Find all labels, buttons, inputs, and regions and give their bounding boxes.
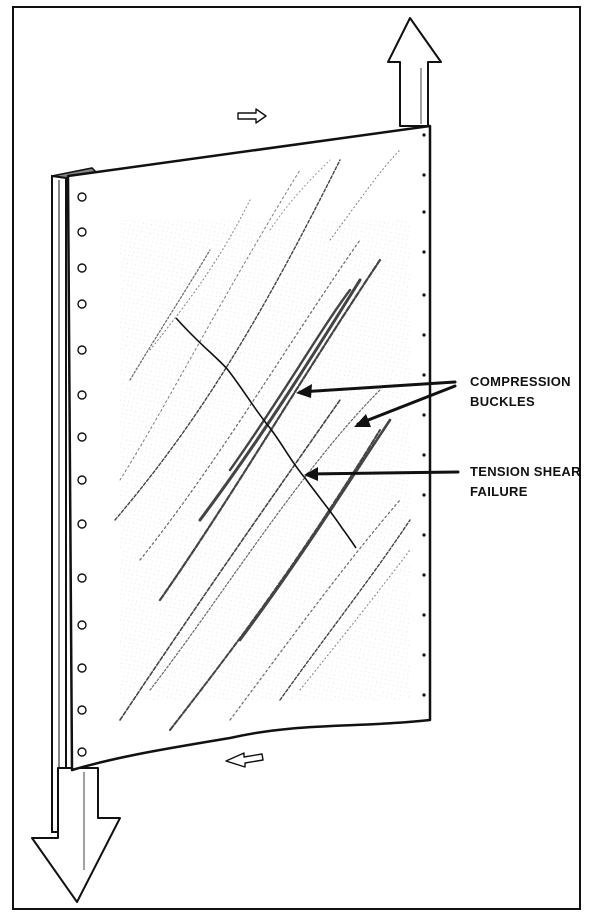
rivets-right (422, 133, 426, 697)
arrow-up-icon (387, 17, 442, 127)
arrow-right-icon (237, 108, 267, 124)
compression-label-line1: COMPRESSION (470, 374, 571, 389)
tension-shear-crack (175, 317, 357, 549)
rivet-holes-left (77, 192, 87, 757)
arrow-left-icon (225, 752, 264, 768)
compression-label-line2: BUCKLES (470, 394, 535, 409)
tension-shear-failure-label: TENSION SHEAR FAILURE (470, 462, 581, 502)
panel-stipple (120, 220, 410, 700)
tension-label-line2: FAILURE (470, 484, 528, 499)
leader-lines (298, 380, 460, 476)
arrow-down-icon (31, 767, 121, 903)
leader-arrowheads (296, 384, 371, 481)
left-edge-member (51, 167, 98, 833)
compression-buckles-label: COMPRESSION BUCKLES (470, 372, 571, 412)
tension-label-line1: TENSION SHEAR (470, 464, 581, 479)
